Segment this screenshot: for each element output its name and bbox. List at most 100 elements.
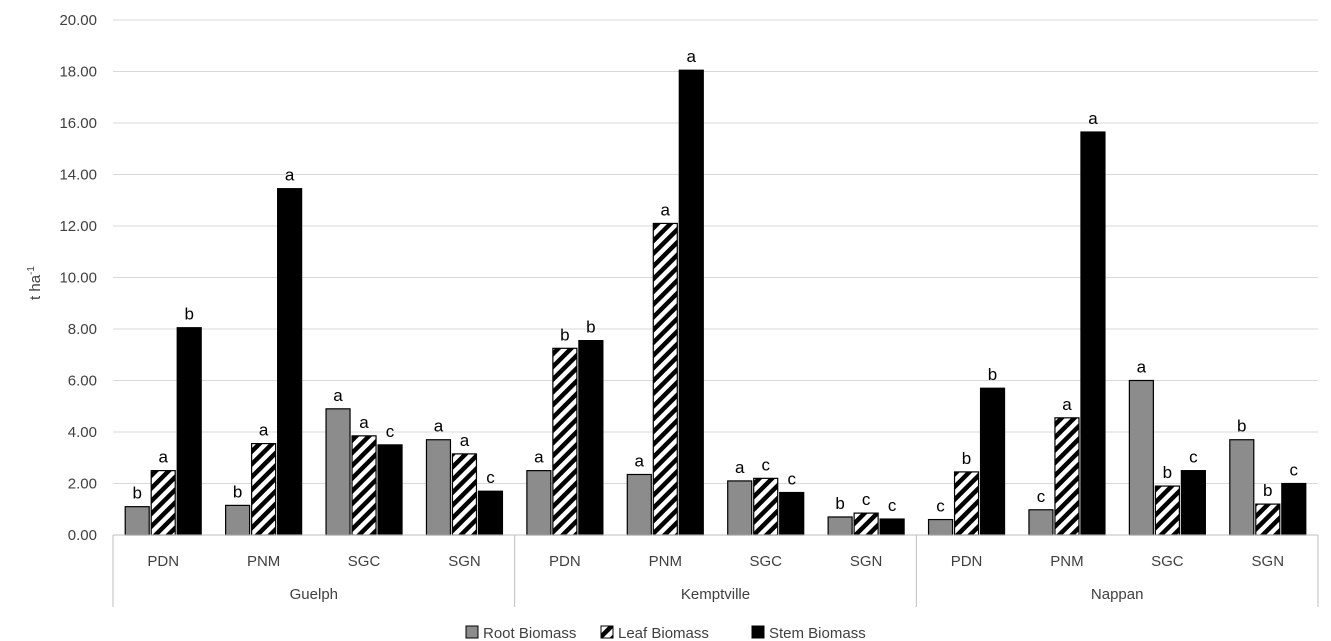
- significance-letter: b: [586, 318, 595, 337]
- bar: [626, 473, 652, 536]
- category-label: PDN: [549, 553, 581, 570]
- significance-letter: a: [661, 200, 671, 219]
- bar: [124, 506, 150, 536]
- bar: [150, 470, 176, 536]
- category-label: SGN: [448, 553, 481, 570]
- y-tick-label: 18.00: [59, 64, 97, 81]
- significance-letter: b: [233, 482, 242, 501]
- significance-letter: c: [862, 490, 871, 509]
- y-axis-ticks: 0.00 2.00 4.00 6.00 8.00 10.00 12.00 14.00 16.00…: [59, 12, 97, 544]
- bar: [251, 442, 277, 536]
- bar: [176, 327, 202, 536]
- bar: [853, 512, 879, 536]
- significance-letter: a: [1137, 358, 1147, 377]
- bar: [477, 490, 504, 536]
- bar: [578, 339, 604, 536]
- bar: [879, 518, 905, 536]
- significance-letter: c: [761, 455, 770, 474]
- significance-letter: a: [333, 386, 343, 405]
- bar: [1229, 439, 1255, 536]
- y-tick-label: 2.00: [68, 476, 97, 493]
- bar: [678, 69, 704, 536]
- bar: [1128, 379, 1154, 536]
- bar: [1080, 131, 1106, 536]
- significance-letter: b: [835, 494, 844, 513]
- legend-swatch: [751, 625, 765, 639]
- bar: [727, 480, 753, 536]
- significance-letter: c: [1290, 461, 1299, 480]
- gridlines: [113, 19, 1318, 484]
- significance-letter: a: [735, 458, 745, 477]
- significance-letter: a: [259, 421, 269, 440]
- bar: [753, 477, 779, 536]
- significance-letter: c: [936, 497, 945, 516]
- significance-letter: a: [434, 417, 444, 436]
- category-label: PDN: [147, 553, 179, 570]
- bar: [979, 387, 1006, 536]
- bar: [1180, 470, 1206, 536]
- category-label: SGN: [1252, 553, 1285, 570]
- significance-letter: b: [962, 449, 971, 468]
- y-tick-label: 16.00: [59, 115, 97, 132]
- y-tick-label: 12.00: [59, 218, 97, 235]
- group-label: Guelph: [290, 586, 338, 603]
- significance-letter: b: [988, 365, 997, 384]
- y-tick-label: 4.00: [68, 424, 97, 441]
- y-tick-label: 20.00: [59, 12, 97, 29]
- significance-letter: a: [1062, 395, 1072, 414]
- bar: [325, 408, 351, 536]
- bar: [827, 516, 853, 536]
- significance-letter: c: [888, 496, 897, 515]
- category-label: PDN: [951, 553, 983, 570]
- bar: [652, 222, 678, 536]
- bar: [1255, 503, 1281, 536]
- bar: [1028, 509, 1054, 536]
- y-tick-label: 0.00: [68, 527, 97, 544]
- y-tick-label: 6.00: [68, 373, 97, 390]
- bar: [526, 470, 552, 536]
- significance-letter: b: [1237, 417, 1246, 436]
- bar: [225, 504, 251, 536]
- significance-letter: a: [687, 47, 697, 66]
- significance-letter: a: [285, 166, 295, 185]
- y-tick-label: 10.00: [59, 270, 97, 287]
- y-axis-label: t ha-1: [26, 266, 44, 300]
- significance-letter: a: [534, 448, 544, 467]
- category-label: PNM: [247, 553, 280, 570]
- bar: [927, 518, 954, 536]
- significance-letter: c: [486, 468, 495, 487]
- x-axis: PDN PNM SGC SGN Guelph PDN PNM SGC SGN Kemptville…: [112, 534, 1319, 607]
- category-label: SGC: [749, 553, 782, 570]
- significance-letter: a: [158, 448, 168, 467]
- y-tick-label: 14.00: [59, 167, 97, 184]
- legend: Root Biomass Leaf Biomass Stem Biomass: [465, 625, 866, 641]
- legend-swatch: [465, 625, 479, 639]
- bars: [124, 69, 1307, 536]
- category-label: SGN: [850, 553, 883, 570]
- bar: [1281, 482, 1307, 536]
- bar: [425, 439, 452, 536]
- significance-letter: c: [1189, 448, 1198, 467]
- significance-letter: a: [460, 431, 470, 450]
- bar: [953, 471, 980, 536]
- group-label: Nappan: [1091, 586, 1144, 603]
- category-label: PNM: [649, 553, 682, 570]
- category-label: PNM: [1050, 553, 1083, 570]
- group-label: Kemptville: [681, 586, 750, 603]
- bar: [277, 188, 303, 536]
- significance-letter: b: [1263, 481, 1272, 500]
- significance-letter: c: [1037, 487, 1046, 506]
- significance-letter: b: [1163, 463, 1172, 482]
- significance-letter: c: [787, 470, 796, 489]
- significance-letter: b: [132, 484, 141, 503]
- bar: [552, 347, 578, 536]
- legend-label: Root Biomass: [483, 625, 576, 641]
- bar: [351, 435, 377, 536]
- legend-swatch: [600, 625, 614, 639]
- significance-letter: b: [184, 305, 193, 324]
- bar: [1054, 417, 1080, 536]
- significance-letter: a: [1088, 109, 1098, 128]
- significance-letter: c: [386, 422, 395, 441]
